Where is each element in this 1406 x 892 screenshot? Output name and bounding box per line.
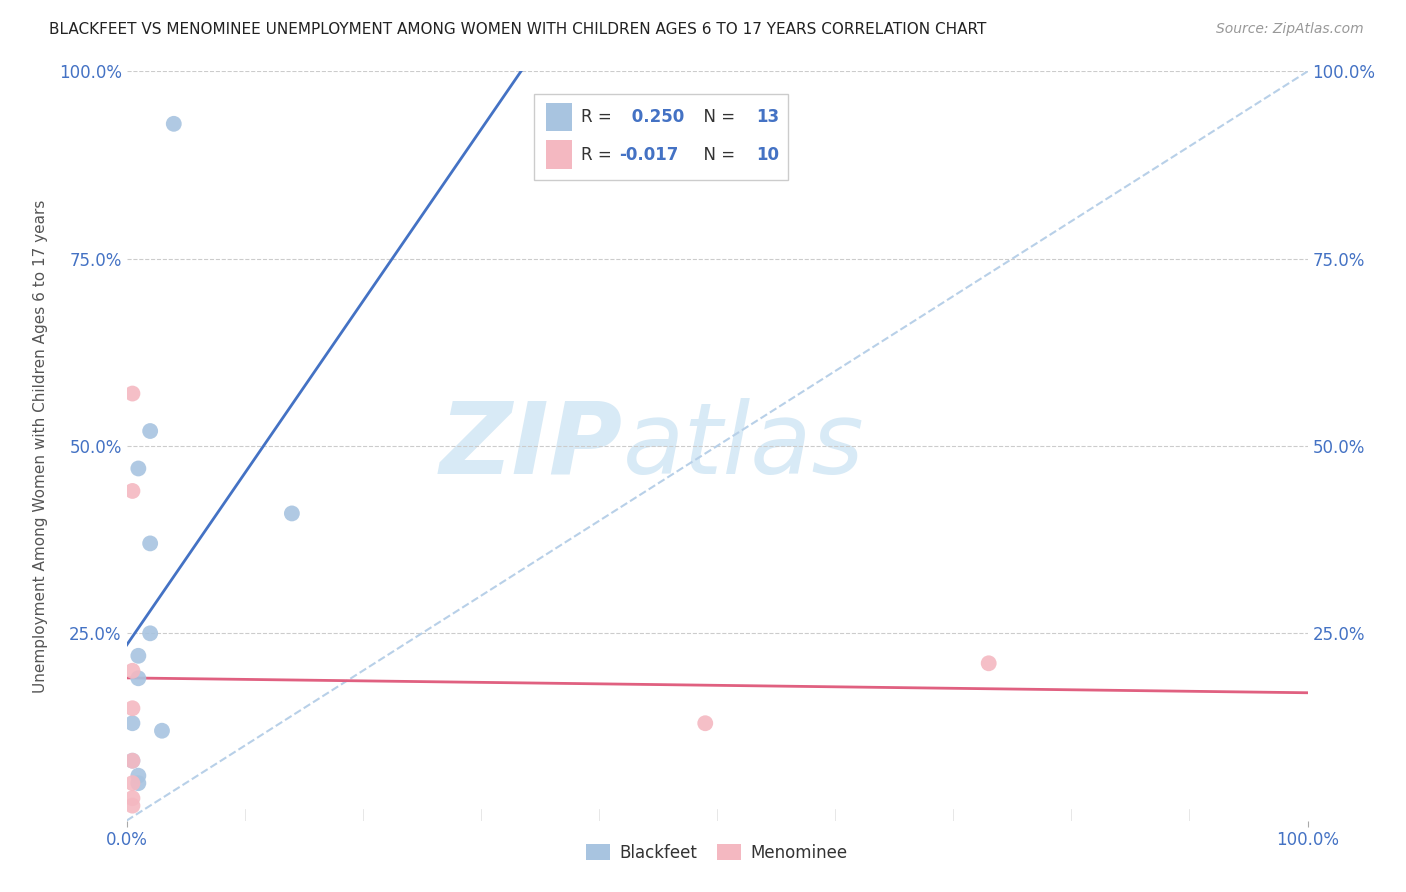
Point (121, 791, 143, 805)
Point (121, 798, 143, 813)
FancyBboxPatch shape (534, 94, 787, 180)
Point (127, 776, 149, 790)
Text: N =: N = (693, 145, 741, 163)
Point (127, 461, 149, 475)
Point (695, 716, 717, 731)
Point (121, 483, 143, 498)
Text: ZIP: ZIP (440, 398, 623, 494)
Text: 13: 13 (756, 108, 779, 126)
Text: N =: N = (693, 108, 741, 126)
Text: 10: 10 (756, 145, 779, 163)
Point (121, 701, 143, 715)
Text: R =: R = (581, 108, 617, 126)
Point (121, 776, 143, 790)
Point (150, 723, 173, 738)
Point (139, 626, 162, 640)
Y-axis label: Unemployment Among Women with Children Ages 6 to 17 years: Unemployment Among Women with Children A… (32, 199, 48, 693)
Point (127, 671, 149, 685)
Point (121, 716, 143, 731)
Text: -0.017: -0.017 (619, 145, 679, 163)
Text: R =: R = (581, 145, 617, 163)
Text: atlas: atlas (623, 398, 865, 494)
Point (121, 754, 143, 768)
Point (139, 424, 162, 438)
FancyBboxPatch shape (546, 103, 572, 131)
Text: 0.250: 0.250 (626, 108, 685, 126)
Point (127, 769, 149, 783)
Point (281, 507, 304, 521)
Legend: Blackfeet, Menominee: Blackfeet, Menominee (579, 838, 855, 869)
Point (121, 754, 143, 768)
Text: Source: ZipAtlas.com: Source: ZipAtlas.com (1216, 22, 1364, 37)
Point (121, 664, 143, 678)
Point (127, 648, 149, 663)
FancyBboxPatch shape (546, 140, 572, 169)
Text: BLACKFEET VS MENOMINEE UNEMPLOYMENT AMONG WOMEN WITH CHILDREN AGES 6 TO 17 YEARS: BLACKFEET VS MENOMINEE UNEMPLOYMENT AMON… (49, 22, 987, 37)
Point (977, 657, 1000, 671)
Point (121, 386, 143, 401)
Point (139, 536, 162, 550)
Point (163, 117, 186, 131)
